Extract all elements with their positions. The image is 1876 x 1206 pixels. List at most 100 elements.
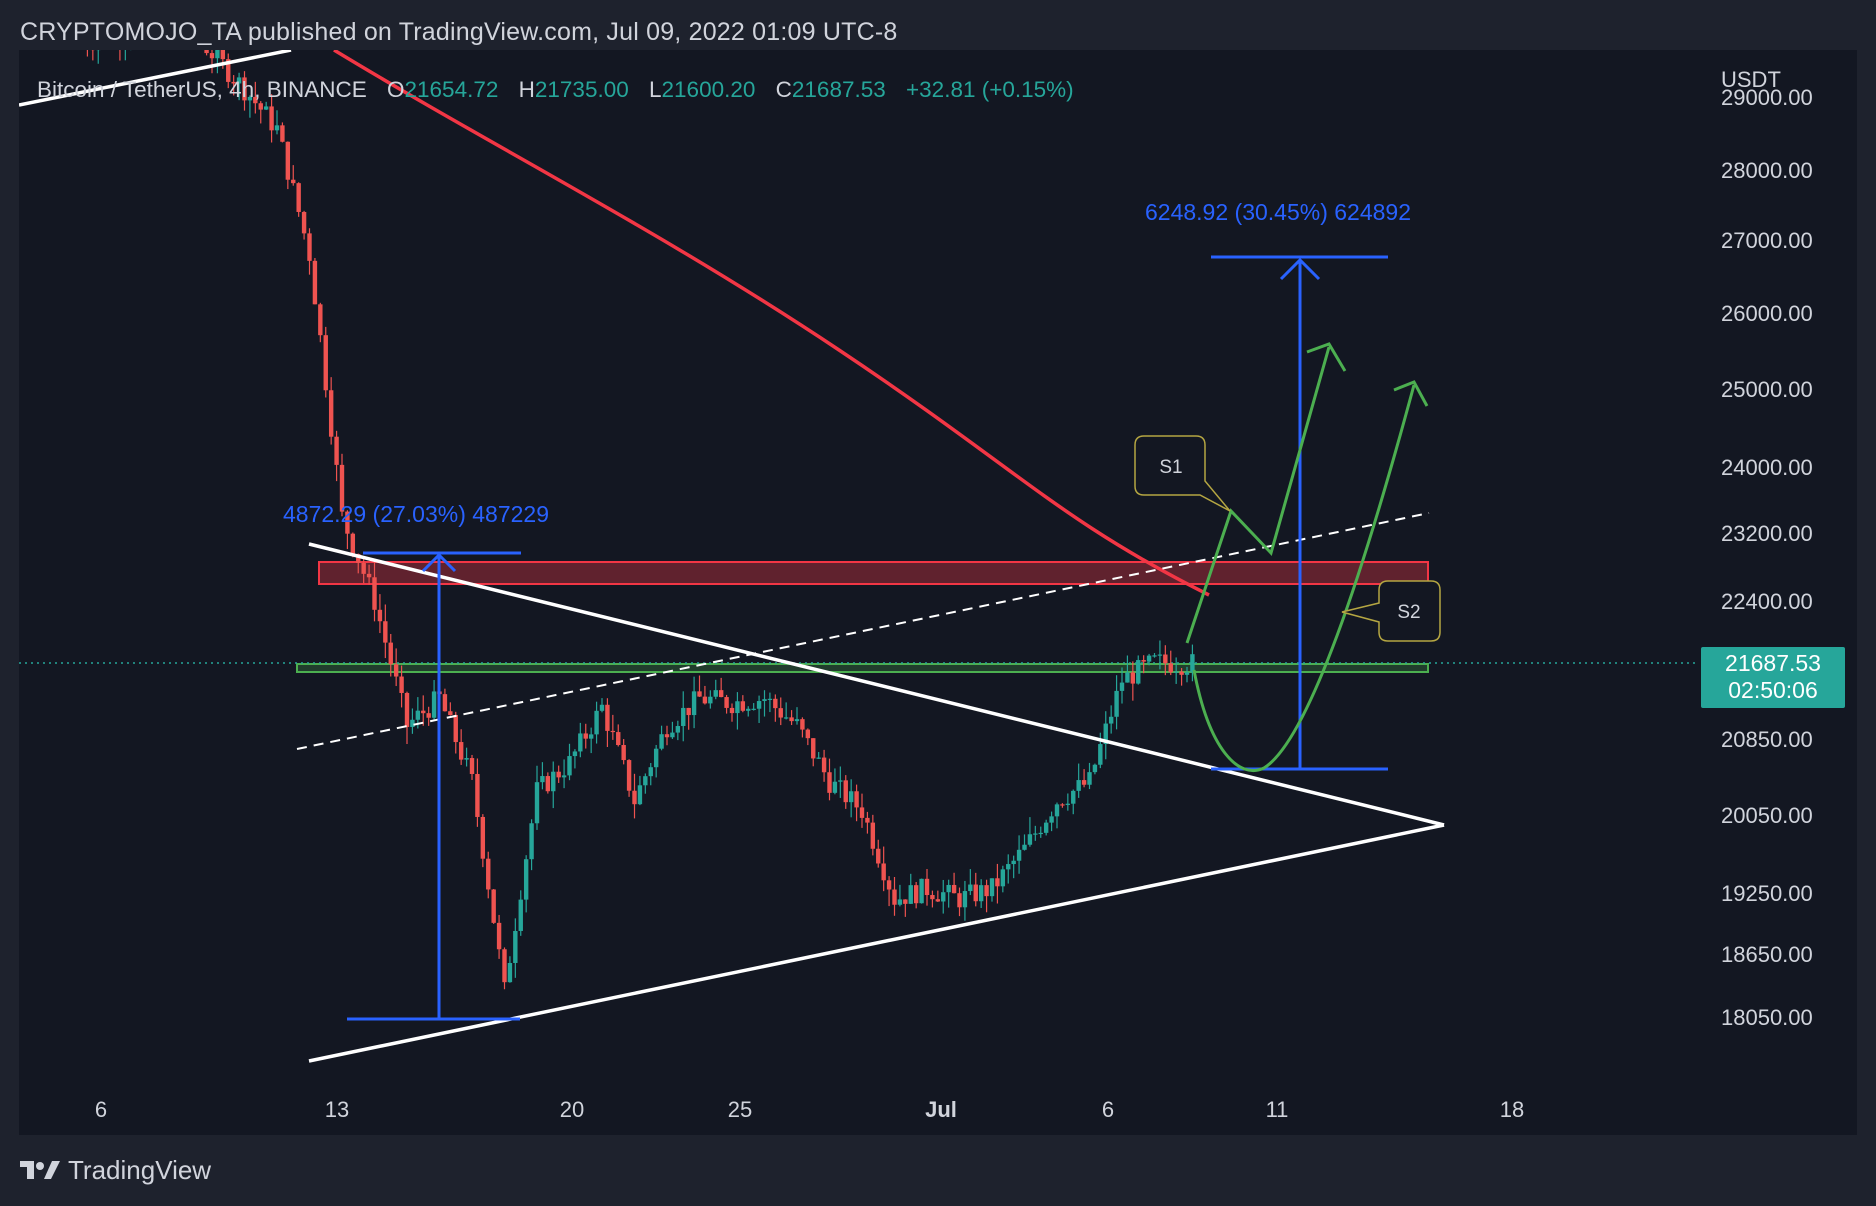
candle-body [1152, 655, 1157, 657]
candle-body [951, 884, 957, 894]
candle-body [1049, 816, 1054, 823]
candle-body [1125, 672, 1130, 683]
callout-s2[interactable]: S2 [1341, 580, 1441, 642]
resistance-zone[interactable] [318, 561, 1429, 585]
candle-body [561, 775, 567, 778]
price-tick: 26000.00 [1721, 301, 1813, 326]
candle-body [551, 771, 556, 792]
candle-body [821, 757, 827, 773]
candle-body [681, 707, 686, 727]
candle-body [729, 707, 735, 714]
measure-tool-right[interactable]: 6248.92 (30.45%) 624892 [1145, 199, 1411, 771]
footer-branding[interactable]: TradingView [20, 1154, 211, 1186]
price-tick: 18650.00 [1721, 942, 1813, 967]
open-key: O [387, 77, 405, 102]
candle-body [1146, 655, 1152, 662]
chart-pane[interactable]: USDT 29000.00 28000.00 27000.00 26000.00… [19, 50, 1857, 1135]
candle-body [686, 707, 691, 716]
candle-body [865, 817, 870, 823]
change-value: +32.81 (+0.15%) [906, 77, 1074, 102]
candle-body [567, 756, 572, 776]
support-zone[interactable] [296, 663, 1429, 673]
candle-body [886, 880, 892, 890]
candle-body [610, 730, 616, 733]
candle-body [908, 885, 913, 904]
candle-body [269, 106, 274, 131]
candle-body [756, 701, 762, 709]
ascending-trendline[interactable] [308, 823, 1445, 1063]
candle-body [718, 690, 724, 698]
price-tick: 22400.00 [1721, 589, 1813, 614]
candle-body [1054, 804, 1060, 817]
candle-body [897, 899, 903, 905]
moving-average-line[interactable] [333, 50, 1210, 597]
candle-body [491, 889, 496, 923]
dashed-trendline[interactable] [296, 512, 1430, 750]
candle-body [534, 782, 540, 824]
candle-body [301, 211, 307, 234]
candle-body [643, 776, 648, 786]
price-axis: USDT 29000.00 28000.00 27000.00 26000.00… [1721, 67, 1813, 1030]
candle-body [507, 962, 513, 983]
candle-body [1103, 723, 1108, 745]
candle-body [421, 710, 426, 714]
chart-canvas[interactable]: USDT 29000.00 28000.00 27000.00 26000.00… [19, 50, 1857, 1135]
close-value: 21687.53 [791, 77, 886, 102]
candle-body [859, 807, 865, 818]
candle-body [1076, 780, 1081, 791]
candle-body [962, 891, 968, 908]
price-tick: 20850.00 [1721, 727, 1813, 752]
candle-body [361, 562, 366, 574]
high-value: 21735.00 [534, 77, 629, 102]
candle-body [1043, 822, 1049, 833]
descending-trendline[interactable] [308, 542, 1445, 827]
candle-body [1092, 764, 1098, 773]
ohlc-legend[interactable]: Bitcoin / TetherUS, 4h, BINANCE O21654.7… [37, 77, 1074, 103]
time-tick: 20 [560, 1097, 584, 1122]
candle-body [448, 711, 453, 716]
candle-body [280, 125, 285, 142]
price-tick: 19250.00 [1721, 881, 1813, 906]
projection-path-s2[interactable] [1192, 380, 1429, 773]
candle-body [263, 106, 269, 110]
price-tick: 29000.00 [1721, 85, 1813, 110]
candle-body [811, 738, 816, 759]
candle-body [296, 183, 301, 212]
candle-body [783, 717, 789, 719]
candle-body [594, 710, 599, 735]
candle-body [1065, 803, 1071, 805]
candle-body [778, 708, 783, 718]
candle-body [388, 642, 393, 665]
candle-body [328, 390, 334, 437]
candle-body [653, 748, 659, 768]
candle-body [247, 96, 253, 101]
footer-brand-name[interactable]: TradingView [68, 1154, 212, 1185]
time-tick: 11 [1266, 1097, 1289, 1122]
candle-body [1190, 654, 1195, 673]
current-price-value: 21687.53 [1725, 650, 1821, 676]
candle-body [366, 573, 372, 578]
candle-body [1016, 849, 1022, 861]
candle-body [523, 859, 529, 900]
candle-body [616, 732, 621, 746]
time-tick: 25 [728, 1097, 752, 1122]
callout-s1[interactable]: S1 [1134, 435, 1231, 512]
candle-body [599, 704, 605, 711]
bar-countdown: 02:50:06 [1728, 677, 1818, 703]
candle-body [746, 708, 751, 711]
candle-body [843, 780, 848, 803]
measure-tool-left[interactable]: 4872.29 (27.03%) 487229 [283, 501, 549, 1021]
candle-body [242, 77, 247, 101]
upper-left-trendline[interactable] [19, 50, 292, 107]
candle-body [973, 884, 978, 902]
price-tick: 20050.00 [1721, 803, 1813, 828]
candle-body [404, 692, 410, 728]
candle-body [339, 464, 345, 512]
candle-body [735, 701, 740, 714]
candle-body [854, 791, 859, 808]
measure-right-label: 6248.92 (30.45%) 624892 [1145, 199, 1411, 225]
symbol-label[interactable]: Bitcoin / TetherUS, 4h, BINANCE [37, 77, 367, 102]
publisher-line: CRYPTOMOJO_TA published on TradingView.c… [20, 18, 898, 46]
candle-body [464, 758, 469, 760]
projection-path-s1[interactable] [1185, 342, 1347, 644]
